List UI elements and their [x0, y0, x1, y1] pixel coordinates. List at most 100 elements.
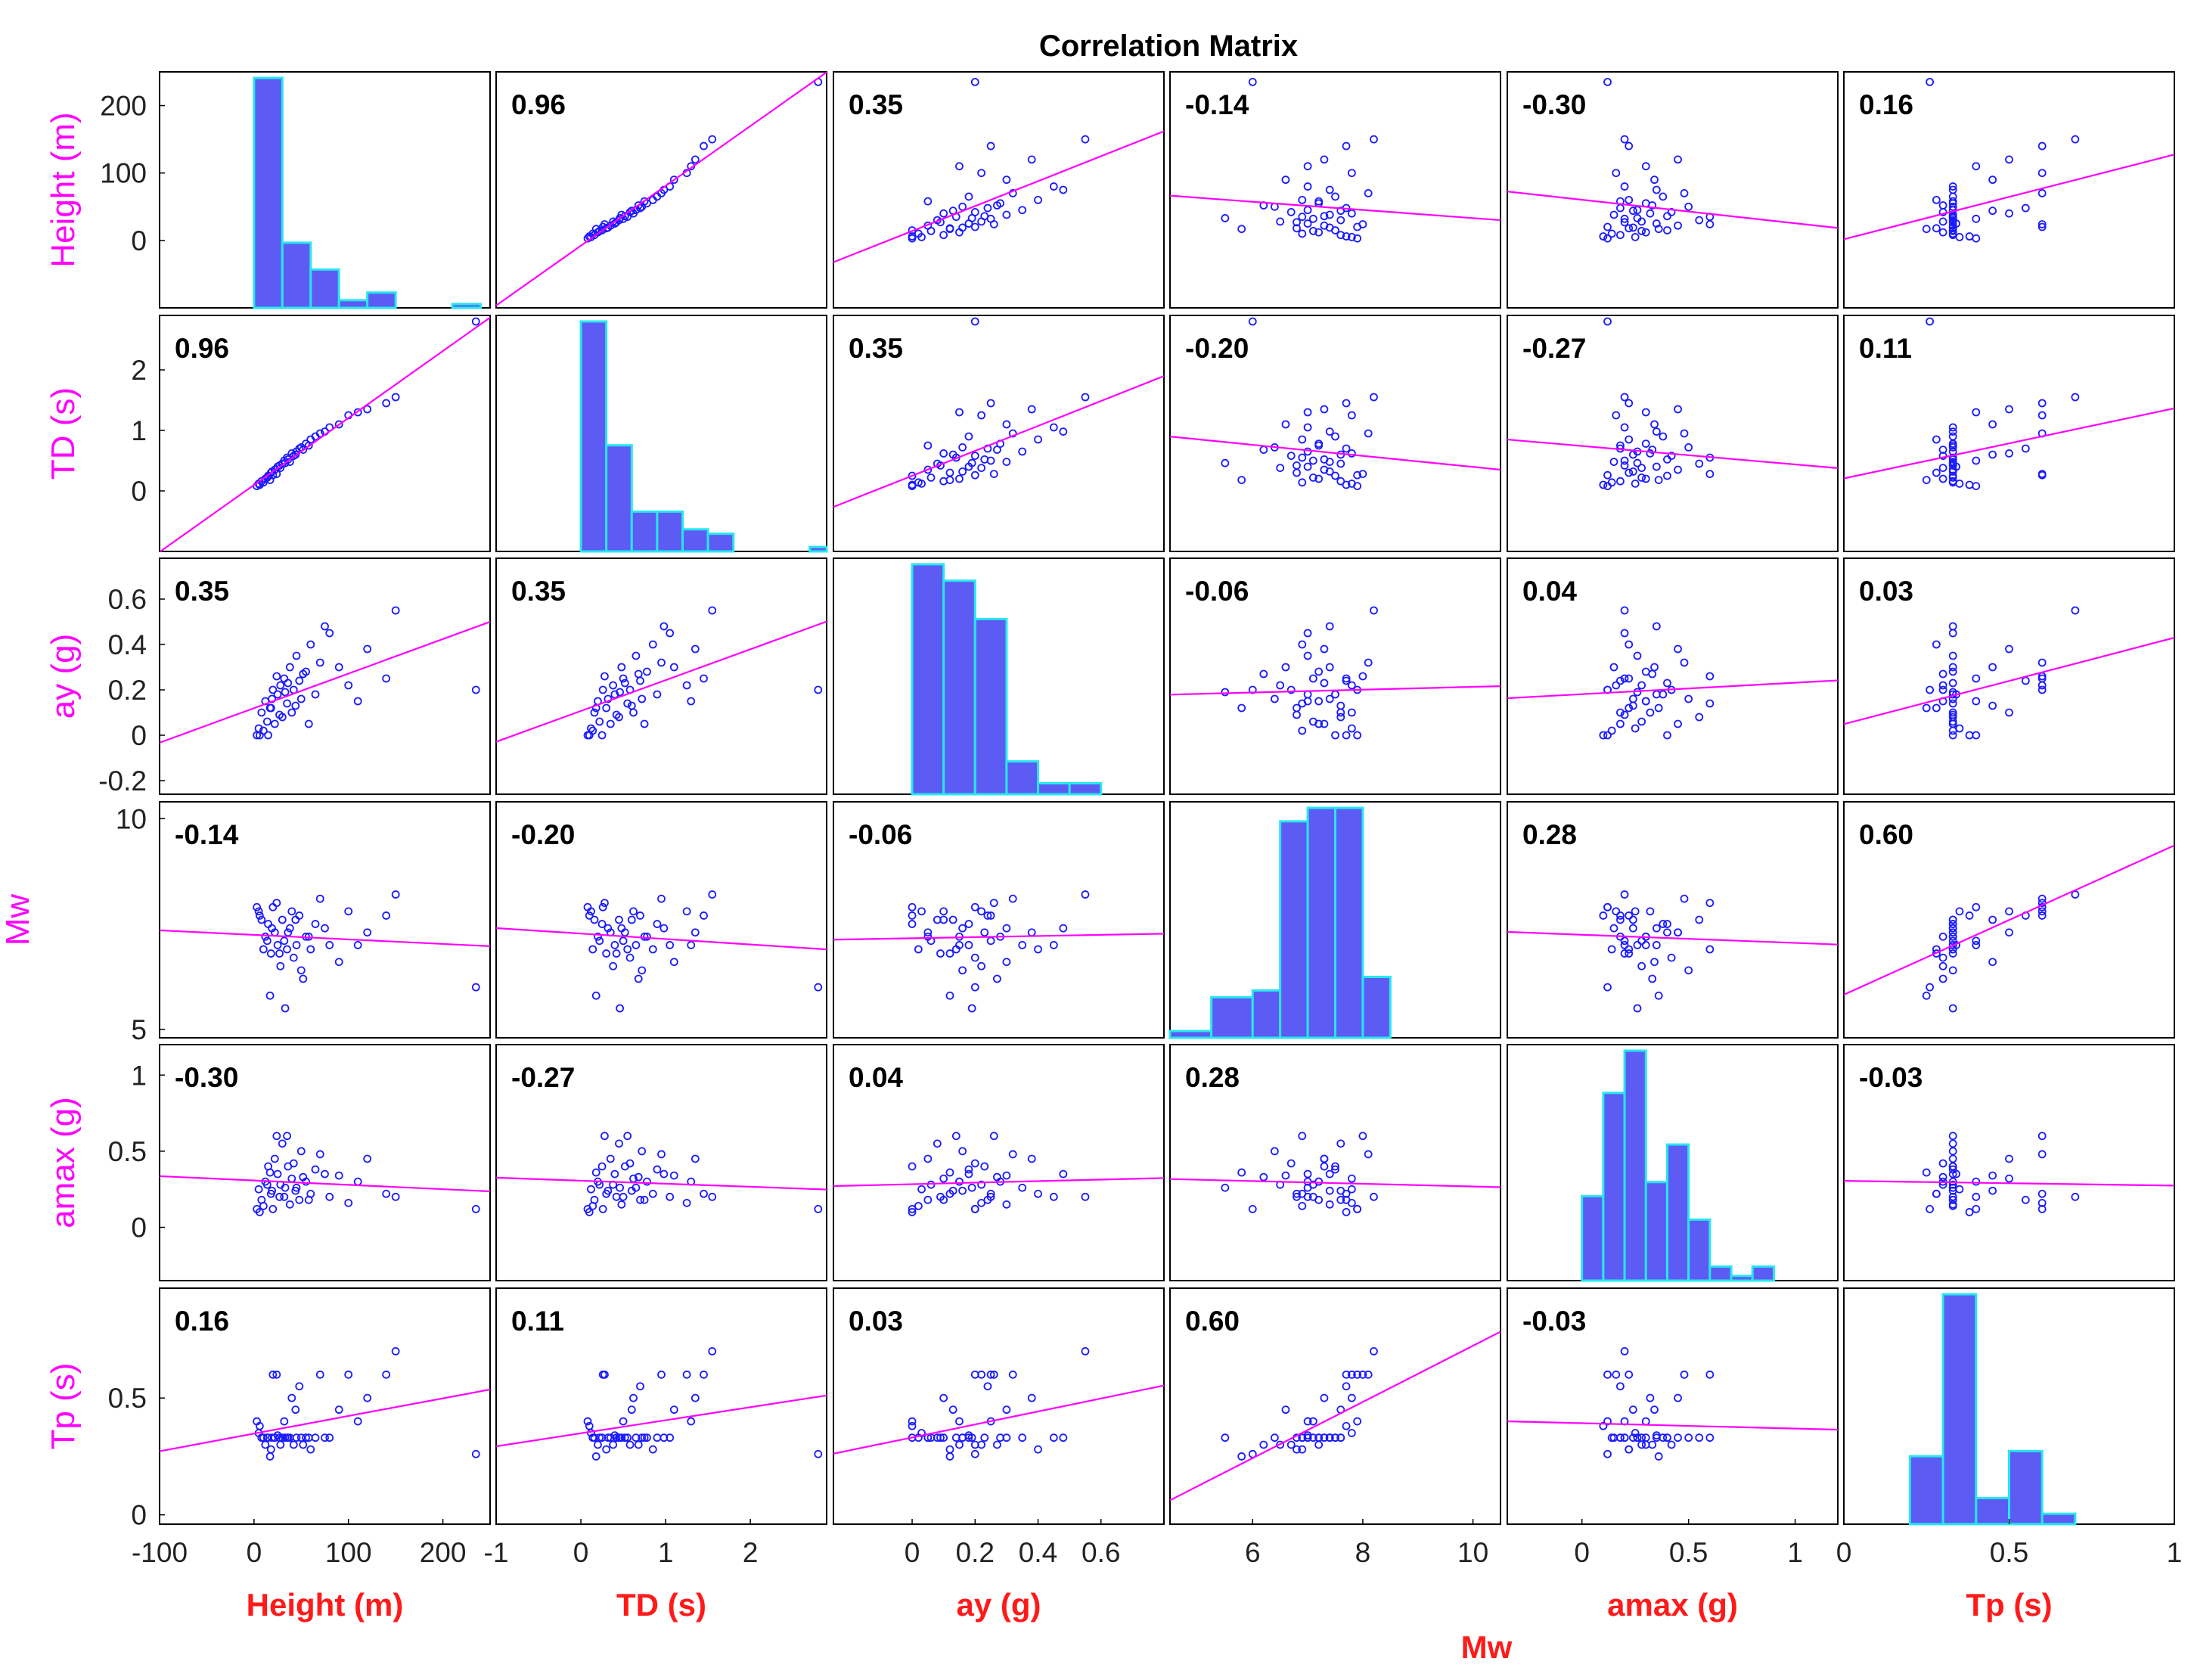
scatter-point [321, 924, 329, 933]
scatter-point [280, 1417, 289, 1426]
scatter-point [1002, 924, 1011, 933]
scatter-point [970, 77, 979, 86]
scatter-point [353, 408, 362, 417]
scatter-point [1320, 719, 1329, 728]
scatter-point [933, 915, 942, 924]
scatter-point [1342, 674, 1351, 683]
scatter-point [980, 455, 989, 464]
scatter-point [1370, 1347, 1378, 1355]
scatter-point [967, 1433, 976, 1442]
scatter-point [1633, 1433, 1642, 1442]
scatter-point [1609, 663, 1618, 672]
scatter-point [273, 941, 282, 949]
scatter-point [289, 953, 298, 962]
scatter-point [606, 1433, 615, 1442]
scatter-point [1948, 1192, 1957, 1201]
scatter-point [295, 676, 304, 685]
scatter-point [1625, 945, 1634, 954]
scatter-point [1293, 710, 1301, 719]
scatter-point [682, 907, 691, 916]
scatter-point [1938, 961, 1947, 970]
correlation-label: -0.14 [175, 819, 239, 850]
scatter-point [2005, 1174, 2013, 1183]
scatter-point [1358, 470, 1367, 478]
scatter-point [989, 220, 998, 228]
scatter-point [1674, 1433, 1682, 1442]
scatter-point [1303, 1169, 1312, 1178]
panel-frame [1507, 315, 1839, 552]
scatter-point [945, 949, 954, 958]
scatter-point [598, 902, 607, 911]
scatter-point [634, 974, 643, 983]
correlation-label: 0.03 [849, 1306, 903, 1337]
scatter-point [1347, 411, 1356, 420]
scatter-point [1988, 701, 1997, 710]
scatter-point [280, 936, 289, 946]
scatter-point [1680, 894, 1689, 903]
scatter-point [1948, 441, 1957, 450]
scatter-point [1646, 708, 1655, 717]
y-tick-label: 100 [100, 158, 147, 189]
scatter-point [1221, 458, 1230, 467]
scatter-point [1034, 945, 1042, 954]
scatter-point [615, 713, 623, 722]
scatter-point [1059, 185, 1068, 194]
scatter-point [1938, 953, 1947, 962]
scatter-point [268, 1204, 278, 1213]
scatter-point [1342, 444, 1351, 453]
scatter-point [325, 629, 334, 638]
scatter-point [278, 1139, 287, 1148]
scatter-point [2005, 155, 2013, 164]
scatter-point [666, 1433, 675, 1442]
scatter-point [814, 1449, 823, 1458]
scatter-point [1303, 182, 1312, 191]
histogram-bar [808, 545, 828, 553]
fit-line [159, 1175, 491, 1193]
scatter-point [306, 945, 315, 954]
scatter-point [908, 1162, 917, 1171]
scatter-point [382, 674, 391, 683]
scatter-point [1034, 1445, 1042, 1454]
scatter-point [471, 983, 480, 992]
scatter-point [268, 1433, 276, 1442]
scatter-point [1663, 920, 1671, 928]
scatter-point [1059, 1169, 1068, 1178]
scatter-point [980, 928, 989, 937]
scatter-point [2037, 189, 2047, 197]
scatter-point [2037, 1204, 2047, 1213]
scatter-point [1922, 991, 1931, 1000]
scatter-point [287, 907, 296, 916]
scatter-point [334, 663, 343, 672]
scatter-point [1314, 667, 1324, 676]
scatter-point [682, 1370, 691, 1379]
scatter-point [1628, 467, 1637, 476]
scatter-point [1641, 162, 1650, 171]
scatter-point [311, 920, 320, 928]
scatter-point [597, 920, 607, 928]
scatter-point [601, 1132, 609, 1141]
scatter-point [1620, 1347, 1629, 1355]
x-tick-label: 1 [2167, 1537, 2183, 1568]
scatter-point [1049, 423, 1058, 432]
scatter-point [989, 1370, 998, 1379]
panel-5-1: 0.11 [495, 1287, 827, 1525]
panel-1-0: 0.96 [159, 315, 491, 552]
scatter-point [1336, 477, 1345, 486]
panel-0-0 [159, 71, 491, 309]
scatter-point [993, 1440, 1001, 1449]
scatter-point [1948, 920, 1957, 928]
panel-frame [1169, 557, 1501, 795]
scatter-point [296, 966, 306, 975]
scatter-point [1948, 667, 1957, 676]
scatter-point [1320, 1393, 1329, 1402]
scatter-point [1308, 674, 1317, 683]
scatter-point [926, 226, 936, 235]
scatter-point [1620, 606, 1629, 615]
scatter-point [1641, 439, 1650, 448]
scatter-point [311, 1165, 320, 1174]
scatter-point [1612, 907, 1621, 916]
scatter-point [1018, 206, 1027, 215]
scatter-point [1938, 681, 1947, 690]
scatter-point [299, 446, 308, 454]
scatter-point [1674, 644, 1682, 654]
